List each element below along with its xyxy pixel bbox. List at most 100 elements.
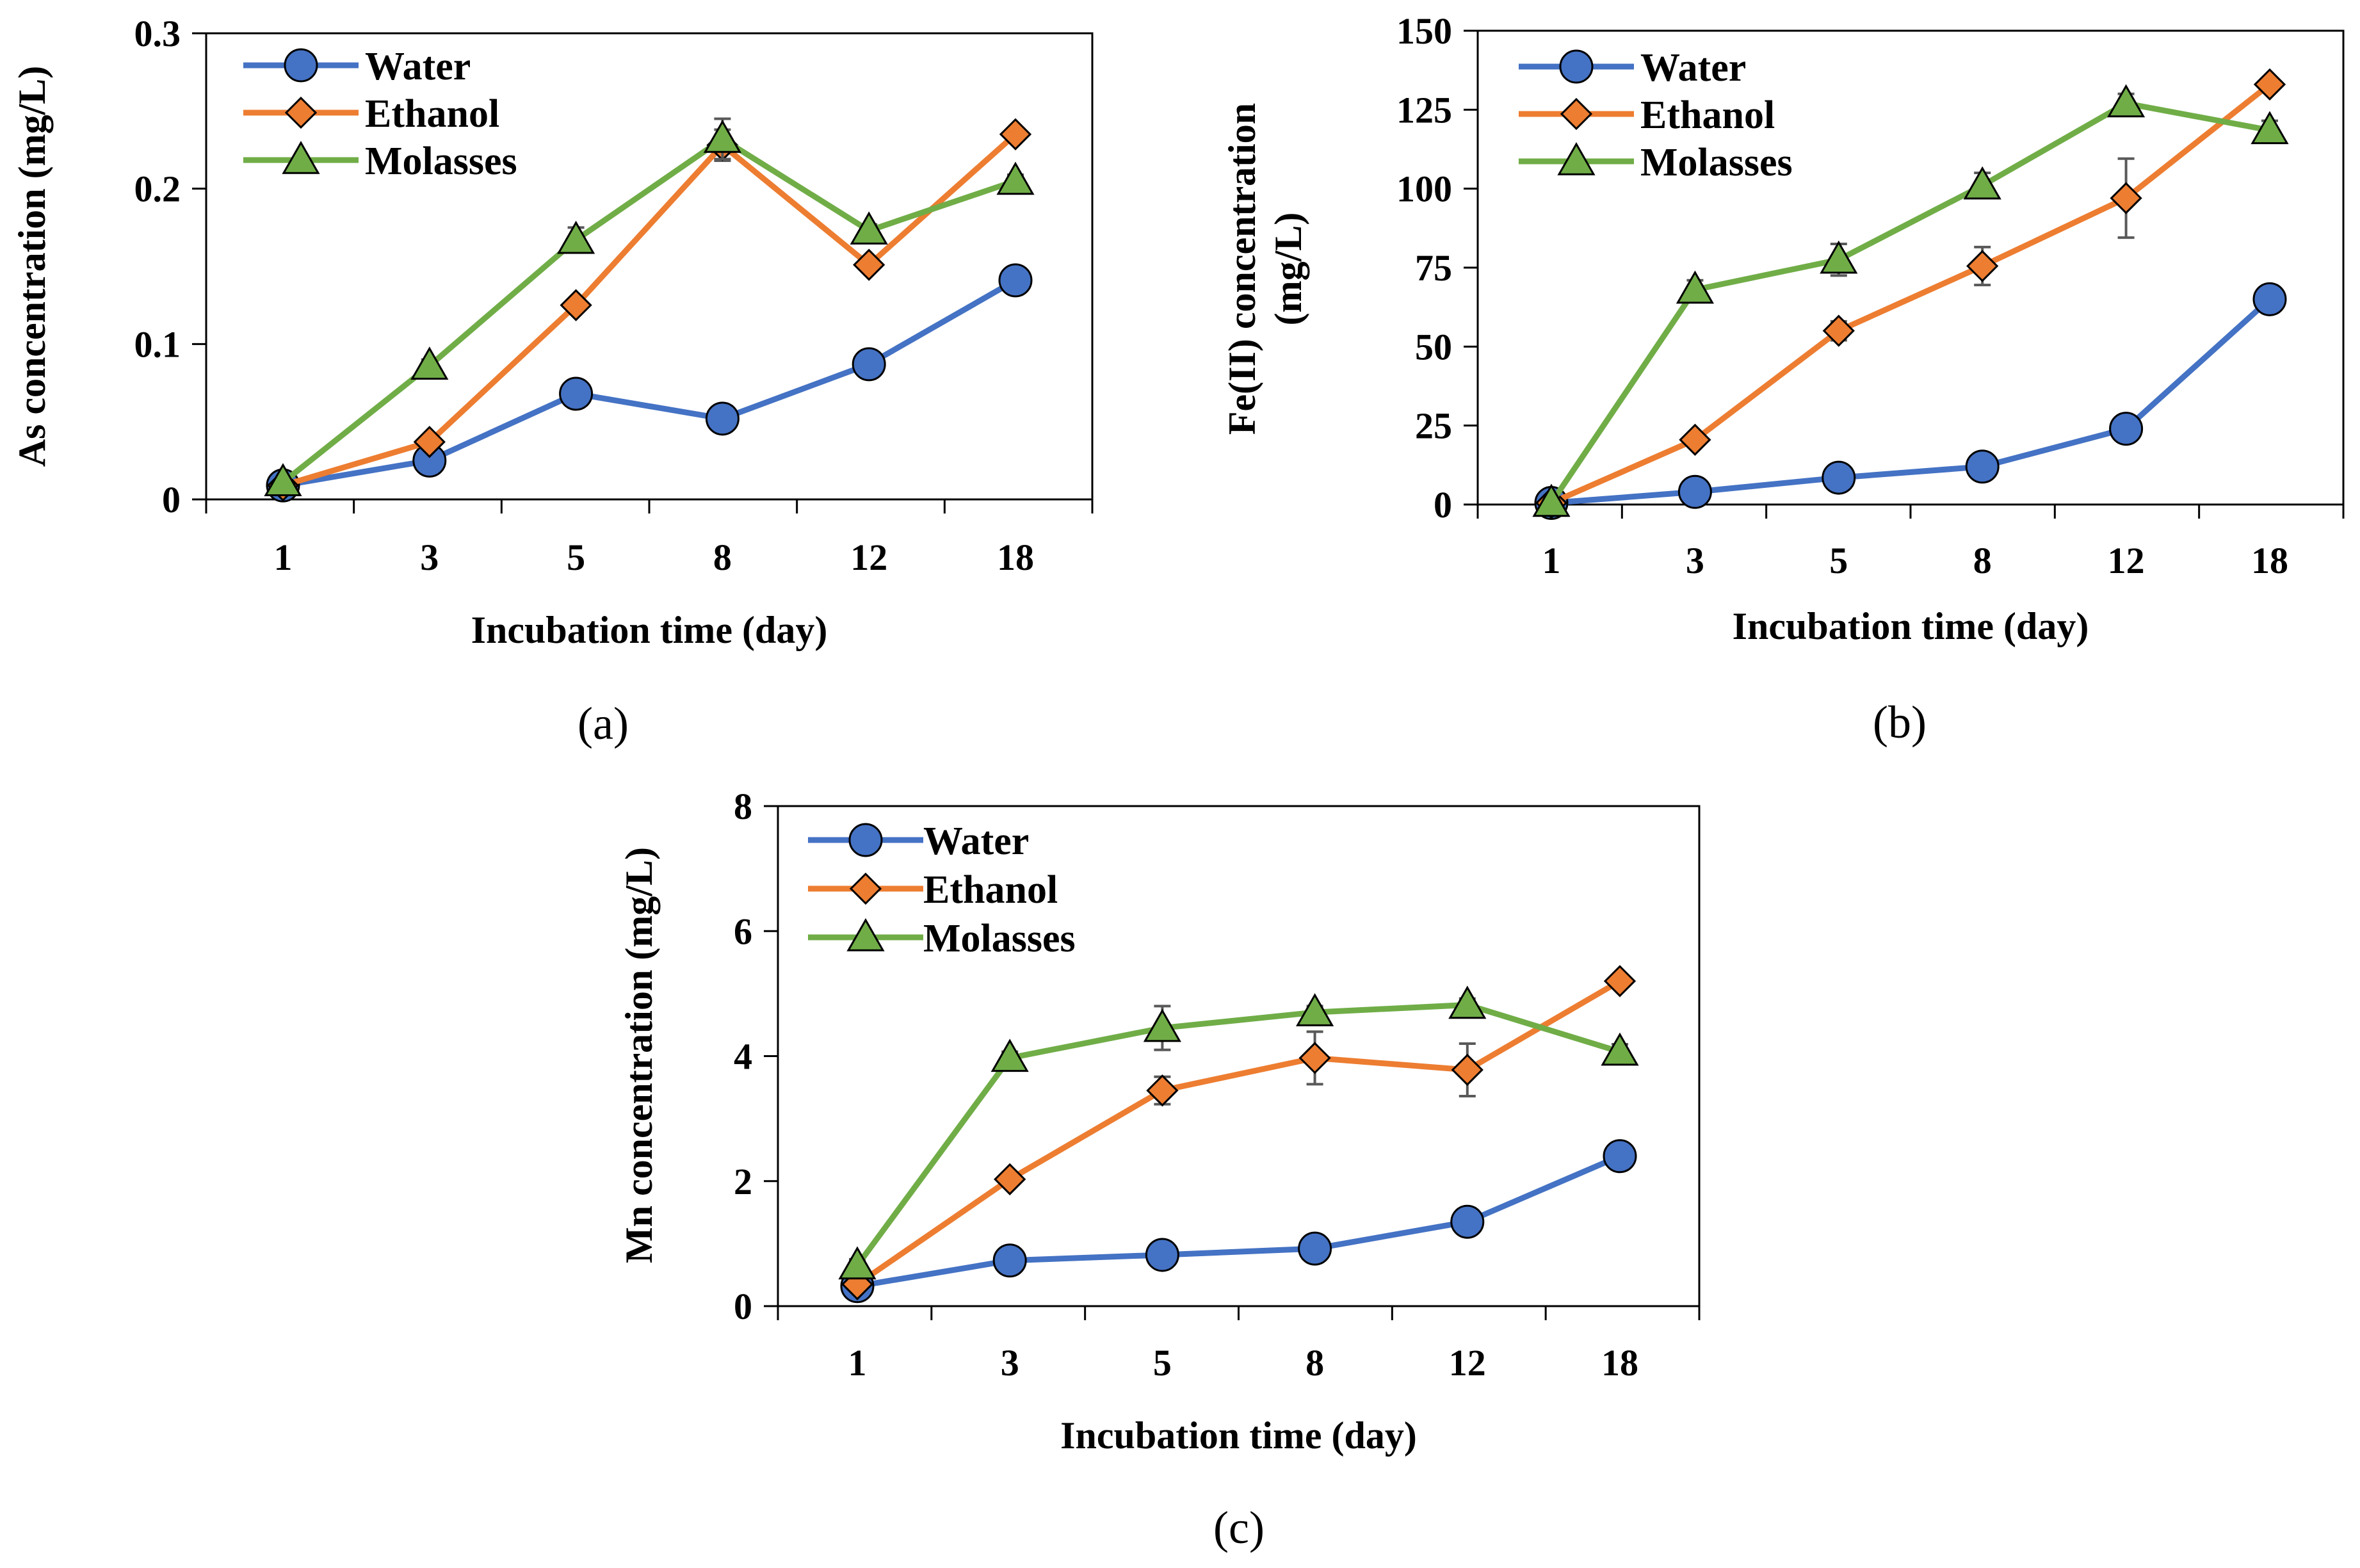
data-point-molasses — [410, 346, 449, 380]
series-line-water — [1548, 296, 2273, 506]
data-point-molasses — [1676, 270, 1714, 304]
series-ethanol — [841, 965, 1637, 1300]
legend-marker — [1560, 97, 1593, 131]
data-point-molasses — [2251, 111, 2289, 145]
series-line-ethanol — [1548, 81, 2273, 506]
data-point-water — [852, 347, 886, 382]
y-tick-label: 0.3 — [134, 13, 181, 54]
data-point-water — [1677, 474, 1712, 509]
data-point-water — [705, 401, 740, 436]
series-water — [1534, 282, 2287, 521]
legend-label: Molasses — [365, 140, 517, 183]
x-tick-label: 12 — [850, 537, 887, 578]
data-point-ethanol — [2110, 182, 2142, 214]
data-point-molasses — [996, 161, 1035, 195]
series-water — [266, 263, 1033, 503]
legend-marker — [284, 96, 318, 129]
series-line-water — [280, 277, 1019, 489]
data-point-molasses — [1963, 166, 2001, 200]
data-point-ethanol — [1451, 1053, 1483, 1087]
y-axis-title: (mg/L) — [1267, 213, 1309, 326]
panel-label: (c) — [1213, 1502, 1265, 1553]
panel-label: (b) — [1873, 697, 1927, 748]
data-point-ethanol — [560, 289, 592, 321]
chart-panel-0: 0 0.1 0.2 0.3 1 3 5 8 12 18 Incubation time (day) A… — [11, 13, 1094, 749]
data-point-ethanol — [1146, 1074, 1179, 1107]
series-line-molasses — [280, 136, 1019, 485]
data-point-ethanol — [999, 118, 1032, 150]
data-point-water — [1603, 1139, 1637, 1174]
series-line-ethanol — [280, 131, 1019, 489]
x-tick-label: 3 — [1686, 540, 1704, 581]
y-tick-label: 25 — [1415, 405, 1452, 447]
legend-marker — [1557, 141, 1596, 175]
data-point-ethanol — [853, 248, 885, 281]
data-point-ethanol — [1603, 965, 1637, 998]
series-line-ethanol — [854, 978, 1623, 1288]
data-point-water — [2252, 282, 2287, 316]
data-point-ethanol — [994, 1163, 1026, 1195]
legend-label: Water — [923, 820, 1029, 863]
x-tick-label: 3 — [420, 537, 439, 578]
legend-label: Ethanol — [1640, 93, 1775, 137]
data-point-molasses — [1820, 240, 1858, 274]
x-tick-label: 5 — [1153, 1342, 1172, 1384]
y-tick-label: 150 — [1396, 10, 1452, 52]
legend-marker — [284, 48, 318, 83]
x-tick-label: 18 — [997, 537, 1034, 578]
x-axis-title: Incubation time (day) — [471, 609, 828, 651]
y-tick-label: 8 — [734, 786, 752, 827]
x-tick-label: 1 — [1542, 540, 1561, 581]
data-point-water — [1822, 460, 1856, 495]
data-point-molasses — [838, 1246, 877, 1280]
x-tick-label: 12 — [2108, 540, 2145, 581]
y-tick-label: 75 — [1415, 247, 1452, 289]
x-tick-label: 18 — [2251, 540, 2288, 581]
series-molasses — [1532, 84, 2289, 517]
y-tick-label: 0.1 — [134, 323, 181, 365]
y-tick-label: 6 — [734, 910, 752, 952]
data-point-water — [992, 1243, 1027, 1278]
data-point-molasses — [990, 1039, 1029, 1072]
data-point-ethanol — [1966, 250, 1999, 282]
data-point-water — [998, 263, 1033, 298]
x-tick-label: 5 — [1829, 540, 1848, 581]
y-tick-label: 125 — [1396, 89, 1452, 131]
y-tick-label: 0 — [734, 1286, 752, 1327]
panel-label: (a) — [578, 698, 629, 749]
y-tick-label: 2 — [734, 1161, 752, 1202]
legend-label: Molasses — [923, 917, 1076, 960]
data-point-molasses — [1601, 1032, 1639, 1066]
data-point-water — [2109, 412, 2144, 446]
legend-label: Water — [1640, 46, 1746, 90]
data-point-molasses — [1143, 1008, 1181, 1042]
data-point-water — [559, 376, 594, 411]
y-tick-label: 0.2 — [134, 168, 181, 210]
series-line-molasses — [854, 1001, 1623, 1269]
data-point-ethanol — [1822, 314, 1855, 347]
series-line-water — [854, 1153, 1623, 1289]
x-tick-label: 5 — [567, 537, 585, 578]
legend-label: Molasses — [1640, 141, 1793, 184]
series-line-molasses — [1548, 100, 2273, 506]
data-point-molasses — [1448, 985, 1487, 1019]
y-tick-label: 0 — [162, 479, 181, 521]
plot-area-frame — [205, 32, 1094, 501]
data-point-molasses — [1532, 483, 1571, 517]
legend-marker — [846, 917, 885, 951]
legend-marker — [848, 823, 883, 857]
y-tick-label: 50 — [1415, 326, 1452, 368]
x-tick-label: 8 — [713, 537, 732, 578]
y-tick-label: 4 — [734, 1036, 752, 1078]
x-tick-label: 1 — [848, 1342, 867, 1384]
legend-marker — [849, 872, 882, 905]
x-tick-label: 1 — [274, 537, 293, 578]
data-point-water — [1965, 449, 2000, 484]
legend-marker — [282, 140, 320, 174]
data-point-water — [1298, 1231, 1332, 1266]
data-point-molasses — [264, 463, 302, 497]
